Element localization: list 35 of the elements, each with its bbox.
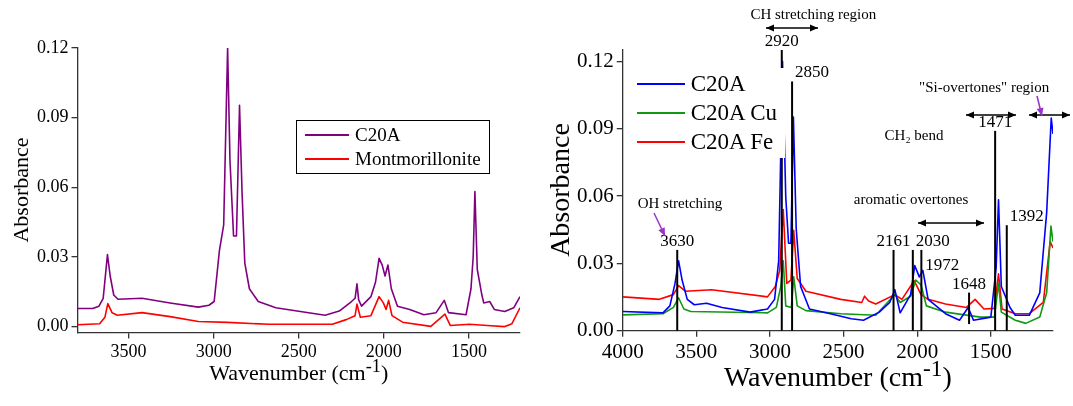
ref-line-label: 3630	[660, 230, 695, 250]
x-tick-label: 1500	[450, 340, 487, 361]
legend-label: C20A Fe	[690, 127, 774, 156]
legend-label: C20A	[355, 123, 401, 147]
annotation: aromatic overtones	[853, 191, 969, 208]
ref-line-label: 1392	[1009, 206, 1044, 226]
y-tick-label: 0.06	[37, 176, 69, 197]
y-tick-label: 0.03	[577, 249, 614, 274]
x-tick-label: 1500	[969, 338, 1012, 363]
ref-line-label: 2850	[795, 62, 830, 82]
y-tick-label: 0.09	[37, 106, 69, 127]
x-tick-label: 3500	[110, 340, 147, 361]
x-tick-label: 2500	[822, 338, 865, 363]
ref-line-label: 1972	[925, 254, 960, 274]
y-axis-title: Absorbance	[7, 137, 34, 243]
annotation: CH₂ bend	[884, 126, 945, 143]
text: CH stretching region	[750, 5, 877, 22]
y-tick-label: 0.06	[577, 182, 614, 207]
ref-line-label: 1648	[952, 273, 987, 293]
annotation: OH stretching	[637, 195, 723, 212]
y-tick-label: 0.03	[37, 245, 69, 266]
annotation: "Si-overtones" region	[919, 79, 1050, 96]
x-tick-label: 3500	[675, 338, 718, 363]
legend-label: C20A	[690, 70, 746, 98]
y-tick-label: 0.12	[577, 47, 614, 72]
y-tick-label: 0.12	[37, 36, 69, 57]
legend-label: C20A Cu	[690, 98, 778, 127]
ref-line-label: 2030	[915, 230, 950, 250]
ref-line-label: 1471	[978, 111, 1013, 131]
y-tick-label: 0.00	[37, 315, 69, 336]
legend-label: Montmorillonite	[355, 146, 481, 171]
ref-line-label: 2161	[876, 230, 911, 250]
y-axis-title: Absorbance	[543, 123, 576, 258]
y-tick-label: 0.09	[577, 115, 614, 140]
ref-line-label: 2920	[764, 31, 799, 50]
